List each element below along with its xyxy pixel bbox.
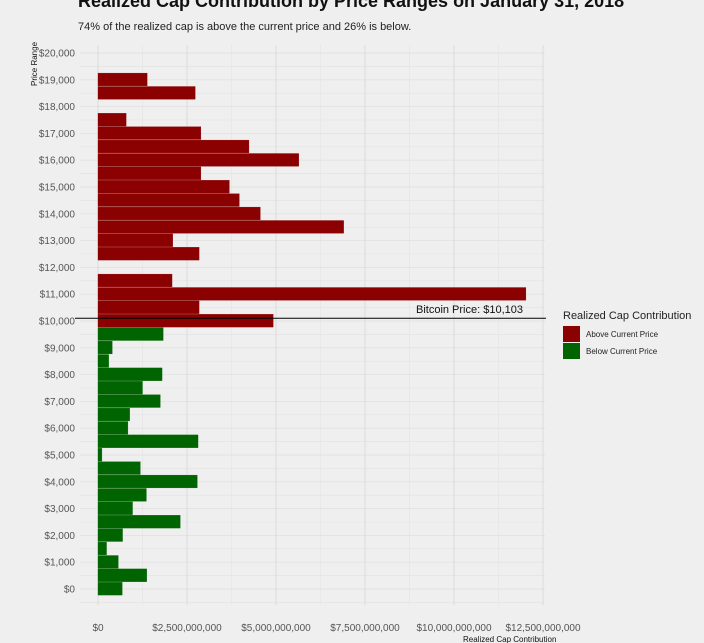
bar-above-current-price [97, 287, 527, 301]
legend-swatch-above [563, 326, 580, 342]
y-tick-label: $7,000 [44, 397, 75, 408]
legend-title: Realized Cap Contribution [563, 310, 691, 322]
y-tick-label: $12,000 [39, 263, 76, 274]
x-tick-label: $5,000,000,000 [241, 623, 311, 634]
y-tick-label: $17,000 [39, 129, 76, 140]
bar-above-current-price [97, 86, 196, 100]
y-tick-label: $2,000 [44, 531, 75, 542]
bitcoin-price-label: Bitcoin Price: $10,103 [416, 304, 523, 316]
bar-above-current-price [97, 113, 127, 127]
bar-below-current-price [97, 541, 107, 556]
bar-above-current-price [97, 273, 173, 288]
axes: $0 $2,500,000,000 $5,000,000,000 $7,500,000… [39, 49, 581, 635]
y-tick-label: $6,000 [44, 424, 75, 435]
bar-above-current-price [97, 314, 274, 328]
y-axis-label: Price Range [30, 41, 39, 86]
bar-above-current-price [97, 233, 173, 247]
bar-above-current-price [97, 247, 200, 261]
bar-below-current-price [97, 461, 141, 475]
bar-below-current-price [97, 582, 123, 596]
legend: Realized Cap Contribution Above Current … [563, 310, 691, 359]
y-tick-label: $0 [64, 585, 76, 596]
y-tick-label: $1,000 [44, 558, 75, 569]
y-tick-label: $8,000 [44, 370, 75, 381]
y-tick-label: $9,000 [44, 343, 75, 354]
x-tick-label: $10,000,000,000 [416, 623, 492, 634]
chart-title: Realized Cap Contribution by Price Range… [78, 0, 625, 11]
x-tick-label: $12,500,000,000 [505, 623, 581, 634]
bar-below-current-price [97, 528, 123, 542]
y-tick-label: $19,000 [39, 75, 76, 86]
y-tick-label: $20,000 [39, 49, 76, 60]
bar-above-current-price [97, 139, 250, 154]
bar-above-current-price [97, 126, 202, 140]
bar-below-current-price [97, 501, 133, 515]
bar-below-current-price [97, 568, 147, 582]
bar-below-current-price [97, 421, 129, 435]
x-tick-label: $2,500,000,000 [152, 623, 222, 634]
bar-below-current-price [97, 394, 161, 408]
bar-below-current-price [97, 354, 109, 368]
y-tick-label: $4,000 [44, 477, 75, 488]
y-tick-label: $15,000 [39, 183, 76, 194]
y-tick-label: $10,000 [39, 317, 76, 328]
y-tick-label: $3,000 [44, 504, 75, 515]
bar-above-current-price [97, 72, 148, 87]
bar-above-current-price [97, 300, 200, 314]
y-tick-label: $11,000 [40, 290, 76, 301]
bar-above-current-price [97, 166, 202, 180]
y-tick-label: $14,000 [39, 209, 76, 220]
x-tick-label: $0 [92, 623, 104, 634]
chart-subtitle: 74% of the realized cap is above the cur… [78, 21, 412, 33]
bar-below-current-price [97, 407, 130, 422]
bar-below-current-price [97, 515, 181, 529]
bar-above-current-price [97, 220, 344, 234]
bar-above-current-price [97, 153, 299, 167]
bar-below-current-price [97, 327, 164, 341]
legend-swatch-below [563, 343, 580, 359]
bars [97, 72, 527, 596]
bar-below-current-price [97, 340, 113, 355]
bar-below-current-price [97, 448, 103, 462]
bar-below-current-price [97, 474, 198, 489]
y-tick-label: $16,000 [39, 156, 76, 167]
y-tick-label: $18,000 [39, 102, 76, 113]
bar-below-current-price [97, 555, 119, 569]
bar-above-current-price [97, 180, 230, 194]
bar-below-current-price [97, 367, 163, 381]
bar-below-current-price [97, 381, 143, 395]
bar-above-current-price [97, 193, 240, 207]
legend-label-below: Below Current Price [586, 347, 658, 356]
bar-below-current-price [97, 434, 199, 448]
bar-below-current-price [97, 488, 147, 502]
grid [80, 45, 545, 605]
x-axis-label: Realized Cap Contribution [463, 635, 556, 643]
y-tick-label: $5,000 [44, 451, 75, 462]
x-tick-label: $7,500,000,000 [330, 623, 400, 634]
bar-above-current-price [97, 206, 261, 221]
y-tick-label: $13,000 [39, 236, 76, 247]
legend-label-above: Above Current Price [586, 330, 659, 339]
